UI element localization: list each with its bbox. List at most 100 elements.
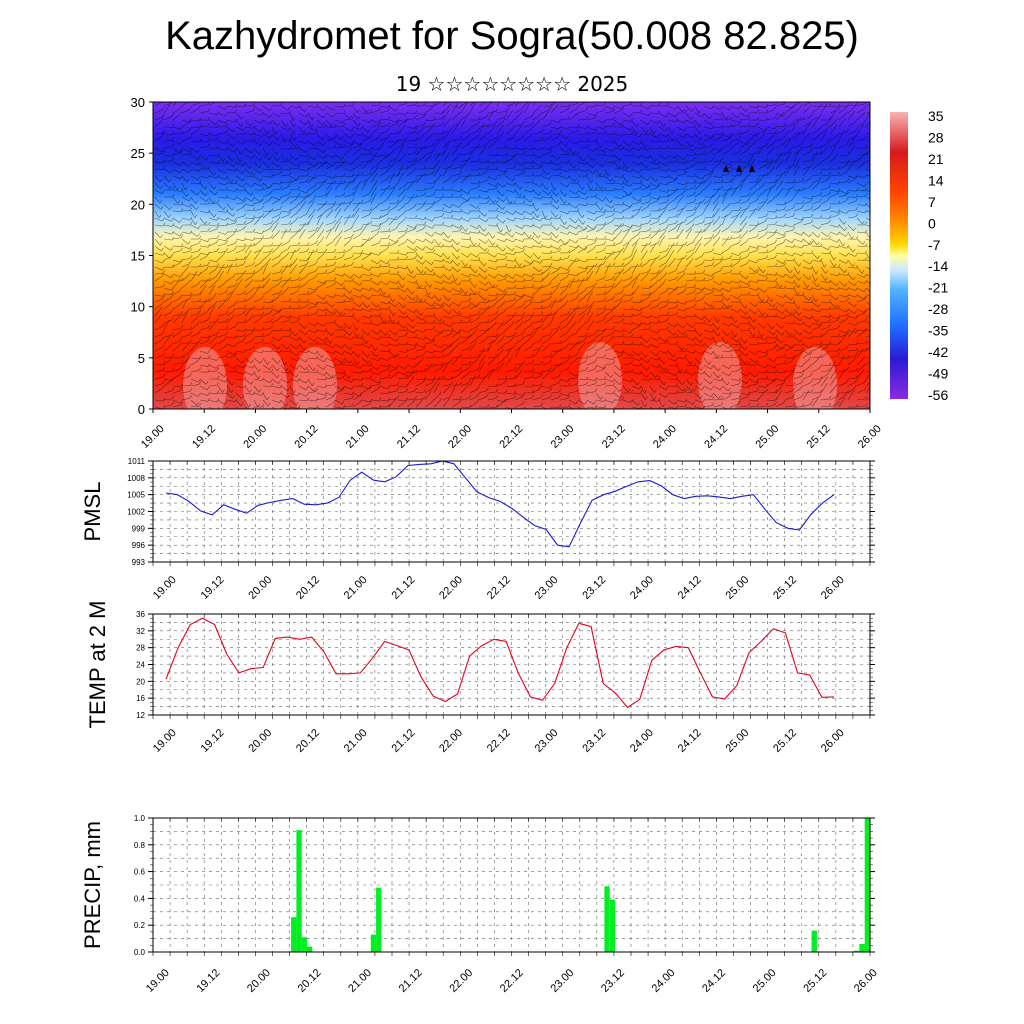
- heatmap-x-tick-label: 21.00: [344, 423, 372, 451]
- heatmap-y-tick-label: 20: [131, 197, 145, 212]
- precip-bar: [859, 944, 865, 952]
- colorbar-label: 14: [928, 172, 944, 188]
- colorbar-label: -21: [928, 280, 948, 296]
- precip-bar: [609, 899, 616, 952]
- wind-flag-marker: [749, 165, 755, 172]
- x-tick-label: 25.00: [751, 967, 779, 995]
- colorbar-label: -42: [928, 344, 948, 360]
- y-tick-label: 993: [132, 558, 146, 567]
- x-tick-label: 21.12: [397, 967, 425, 995]
- y-tick-label: 16: [136, 694, 145, 703]
- x-tick-label: 22.00: [437, 574, 465, 602]
- y-tick-label: 1.0: [134, 814, 146, 823]
- precip-bar: [291, 917, 297, 952]
- x-tick-label: 23.00: [533, 727, 561, 755]
- colorbar-label: -35: [928, 323, 948, 339]
- x-tick-label: 26.00: [852, 967, 880, 995]
- x-tick-label: 23.12: [599, 967, 627, 995]
- precip-bar: [811, 930, 817, 952]
- precip-bar: [864, 818, 870, 952]
- precip-bar: [307, 946, 313, 952]
- x-tick-label: 21.12: [389, 574, 417, 602]
- y-tick-label: 28: [136, 644, 145, 653]
- y-axis-label: PRECIP, mm: [80, 821, 105, 949]
- heatmap-y-tick-label: 25: [131, 146, 145, 161]
- y-tick-label: 36: [136, 610, 145, 619]
- x-tick-label: 25.12: [771, 574, 799, 602]
- heatmap-x-tick-label: 26.00: [856, 423, 884, 451]
- x-tick-label: 19.00: [151, 574, 179, 602]
- colorbar-label: 21: [928, 151, 944, 167]
- x-tick-label: 23.12: [580, 727, 608, 755]
- x-tick-label: 26.00: [819, 574, 847, 602]
- heatmap-x-tick-label: 20.00: [241, 423, 269, 451]
- x-tick-label: 24.12: [676, 574, 704, 602]
- x-tick-label: 21.00: [346, 967, 374, 995]
- x-tick-label: 24.12: [676, 727, 704, 755]
- precip-bar: [604, 886, 610, 952]
- y-axis-label: TEMP at 2 M: [85, 601, 110, 729]
- x-tick-label: 24.00: [628, 727, 656, 755]
- x-tick-label: 19.12: [199, 574, 227, 602]
- wind-barbs: [154, 102, 870, 409]
- heatmap-x-tick-label: 22.12: [497, 423, 525, 451]
- heatmap-x-tick-label: 20.12: [293, 423, 321, 451]
- precip-bar: [370, 934, 377, 952]
- y-tick-label: 32: [136, 627, 145, 636]
- colorbar-label: -49: [928, 366, 948, 382]
- y-tick-label: 20: [136, 677, 145, 686]
- y-tick-label: 996: [132, 541, 146, 550]
- x-tick-label: 20.12: [294, 727, 322, 755]
- y-tick-label: 0.8: [134, 841, 146, 850]
- x-tick-label: 21.12: [389, 727, 417, 755]
- y-axis-label: PMSL: [80, 482, 105, 542]
- wind-flag-marker: [723, 165, 729, 172]
- pmsl-panel: 993 996 999 1002 1005 1008 1011 19.00 19.12 20.00…: [80, 457, 875, 602]
- colorbar-label: -14: [928, 258, 948, 274]
- y-tick-label: 1005: [127, 491, 145, 500]
- y-tick-label: 1002: [127, 508, 145, 517]
- heatmap-y-tick-label: 5: [138, 351, 145, 366]
- temp-2m-panel: 12 16 20 24 28 32 36 19.00 19.12 20.00 20.12 21.00 2…: [85, 601, 875, 755]
- y-tick-label: 12: [136, 711, 145, 720]
- heatmap-x-tick-label: 25.00: [753, 423, 781, 451]
- page-subtitle: 19 ☆☆☆☆☆☆☆☆ 2025: [395, 72, 629, 96]
- y-tick-label: 999: [132, 524, 146, 533]
- heatmap-x-tick-label: 25.12: [805, 423, 833, 451]
- y-tick-label: 0.4: [134, 894, 146, 903]
- x-tick-label: 24.00: [650, 967, 678, 995]
- heatmap-x-tick-label: 19.12: [190, 423, 218, 451]
- x-tick-label: 24.00: [628, 574, 656, 602]
- precip-bar: [296, 830, 302, 952]
- x-tick-label: 25.00: [723, 727, 751, 755]
- x-tick-label: 23.00: [548, 967, 576, 995]
- colorbar-ramp: [890, 112, 908, 399]
- heatmap-x-tick-label: 22.00: [446, 423, 474, 451]
- y-tick-label: 24: [136, 661, 145, 670]
- x-tick-label: 22.00: [447, 967, 475, 995]
- colorbar: 35 28 21 14 7 0 -7 -14 -21 -28 -35 -42 -49 -56: [890, 108, 948, 403]
- precip-bar: [376, 887, 382, 952]
- colorbar-label: 0: [928, 215, 936, 231]
- heatmap-y-tick-label: 10: [131, 300, 145, 315]
- heatmap-x-tick-label: 21.12: [395, 423, 423, 451]
- y-tick-label: 1011: [128, 457, 146, 466]
- grid-lines: [153, 461, 870, 562]
- warm-cell: [243, 347, 287, 409]
- precip-bar: [854, 950, 860, 952]
- colorbar-label: -7: [928, 237, 941, 253]
- heatmap-x-tick-label: 24.12: [702, 423, 730, 451]
- x-tick-label: 25.12: [801, 967, 829, 995]
- series-line: [165, 617, 835, 709]
- x-tick-label: 19.12: [194, 967, 222, 995]
- colorbar-label: -56: [928, 387, 948, 403]
- x-tick-label: 20.00: [246, 574, 274, 602]
- heatmap-y-tick-label: 30: [131, 95, 145, 110]
- wind-flag-marker: [736, 165, 742, 172]
- x-tick-label: 22.12: [485, 574, 513, 602]
- grid-lines: [153, 818, 870, 952]
- page-title: Kazhydromet for Sogra(50.008 82.825): [165, 14, 859, 58]
- heatmap-y-tick-label: 0: [138, 402, 145, 417]
- colorbar-label: -28: [928, 301, 948, 317]
